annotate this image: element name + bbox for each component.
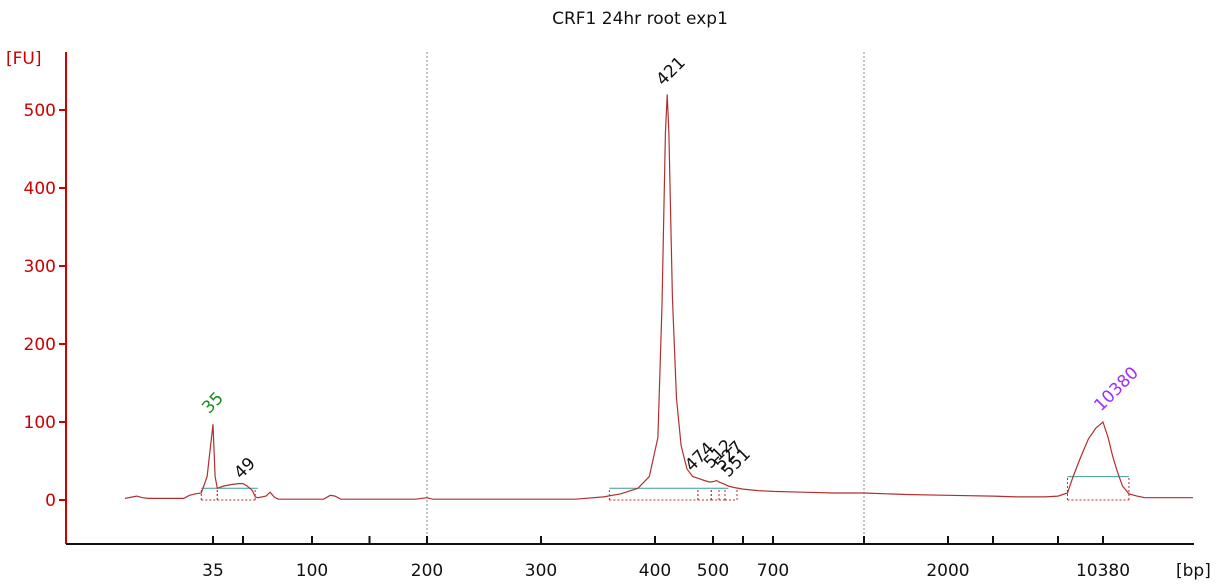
x-tick-label: 400 [639,561,671,581]
x-tick-label: 10380 [1076,561,1130,581]
x-tick-label: 200 [411,561,443,581]
y-tick-label: 100 [24,413,56,433]
trace [124,94,1193,500]
y-ticks: 0 100 200 300 400 500 [24,101,66,511]
grid-lines [426,52,865,544]
trace-line [124,94,1193,500]
peak-region [718,488,726,501]
y-tick-label: 300 [24,257,56,277]
y-tick-label: 500 [24,101,56,121]
x-tick-label: 500 [697,561,729,581]
peak-region [724,488,738,501]
axes [65,52,1194,545]
x-tick-label: 2000 [926,561,969,581]
y-tick-label: 0 [45,491,56,511]
peak-label: 421 [653,53,690,90]
y-tick-label: 400 [24,179,56,199]
x-ticks: 35 100 200 300 400 500 700 2000 10380 [202,536,1130,581]
peak-region [216,488,256,501]
x-tick-label: 300 [525,561,557,581]
peak-region [710,488,720,501]
x-tick-label: 700 [757,561,789,581]
x-tick-label: 100 [296,561,328,581]
peak-label: 35 [198,388,227,417]
peak-label: 49 [230,454,259,483]
x-axis-label: [bp] [1176,561,1211,581]
peak-region [697,488,712,501]
chart-title: CRF1 24hr root exp1 [552,9,728,29]
peak-region [1066,476,1130,501]
y-tick-label: 200 [24,335,56,355]
peak-label: 10380 [1090,363,1142,415]
peak-region [200,488,218,501]
y-axis-label: [FU] [6,49,42,69]
peak-region [608,488,699,501]
x-tick-label: 35 [202,561,224,581]
